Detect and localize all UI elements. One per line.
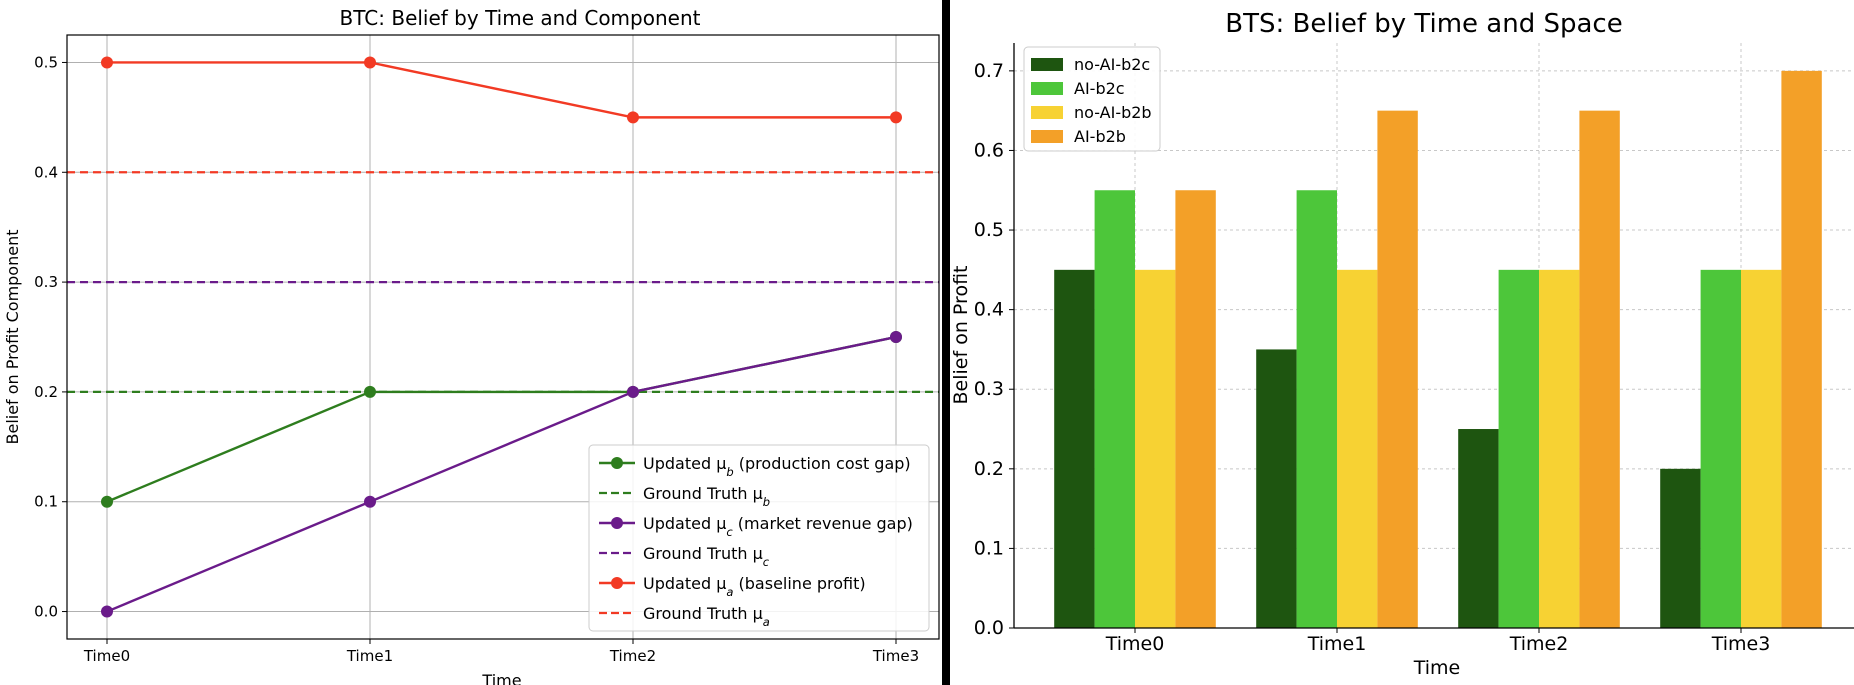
- right-y-ticks: 0.0 0.1 0.2 0.3 0.4 0.5 0.6 0.7: [974, 60, 1014, 639]
- bar: [1175, 190, 1216, 628]
- left-y-tick-label: 0.4: [34, 163, 58, 181]
- series-line: [106, 335, 897, 613]
- series-point: [364, 495, 376, 508]
- bar: [1135, 269, 1176, 628]
- left-series: [101, 56, 902, 618]
- bar: [1094, 190, 1135, 628]
- legend-swatch: [1031, 82, 1063, 95]
- legend-marker-swatch: [611, 577, 623, 589]
- legend-label: Ground Truth μa: [643, 604, 770, 629]
- legend-label: no-AI-b2c: [1074, 55, 1150, 74]
- legend-label: no-AI-b2b: [1074, 103, 1152, 122]
- series-point: [101, 605, 113, 618]
- left-x-tick-label: Time2: [609, 647, 656, 665]
- right-y-tick-label: 0.6: [974, 139, 1004, 161]
- bar: [1741, 269, 1782, 628]
- series-point: [890, 331, 902, 343]
- right-x-axis-label: Time: [1413, 657, 1461, 679]
- right-legend-box: [1023, 46, 1161, 152]
- right-y-tick-label: 0.3: [974, 378, 1004, 400]
- right-x-tick-label: Time0: [1105, 633, 1165, 655]
- left-y-tick-label: 0.1: [34, 493, 58, 511]
- bar: [1337, 269, 1378, 628]
- series-line: [107, 61, 896, 119]
- legend-label: Updated μc (market revenue gap): [643, 514, 913, 539]
- bar: [1498, 269, 1539, 628]
- right-chart-title: BTS: Belief by Time and Space: [1225, 9, 1622, 39]
- bar: [1054, 269, 1095, 628]
- left-y-tick-label: 0.2: [34, 383, 58, 401]
- right-legend: no-AI-b2c AI-b2c no-AI-b2b AI-b2b: [1023, 46, 1161, 152]
- left-y-tick-label: 0.5: [34, 53, 58, 71]
- left-legend: Updated μb (production cost gap) Ground T…: [588, 444, 930, 632]
- series-point: [364, 385, 376, 398]
- left-x-tick-label: Time1: [346, 647, 393, 665]
- legend-label: Updated μa (baseline profit): [643, 574, 866, 599]
- series-point: [627, 111, 639, 124]
- legend-swatch: [1031, 106, 1063, 119]
- series-point: [890, 111, 902, 124]
- right-x-tick-label: Time3: [1711, 633, 1771, 655]
- bar: [1296, 190, 1337, 628]
- series-point: [101, 495, 113, 508]
- series-point: [627, 385, 639, 398]
- right-y-axis-label: Belief on Profit: [950, 266, 972, 405]
- left-y-axis-label: Belief on Profit Component: [3, 230, 22, 445]
- left-x-tick-label: Time3: [872, 647, 919, 665]
- right-y-tick-label: 0.7: [974, 60, 1004, 82]
- line-chart: BTC: Belief by Time and Component 0.0 0.1…: [3, 6, 940, 685]
- legend-label: Ground Truth μc: [643, 544, 770, 569]
- right-y-tick-label: 0.4: [974, 299, 1004, 321]
- bar: [1458, 429, 1499, 628]
- legend-swatch: [1031, 58, 1063, 71]
- bar: [1700, 269, 1741, 628]
- legend-label: AI-b2c: [1074, 79, 1125, 98]
- legend-marker-swatch: [611, 517, 623, 529]
- right-x-ticks: Time0 Time1 Time2 Time3: [1105, 628, 1771, 655]
- series-point: [364, 56, 376, 69]
- bar: [1579, 110, 1620, 628]
- panel-divider: [942, 0, 950, 685]
- right-bars: [1054, 70, 1822, 629]
- bar-chart: BTS: Belief by Time and Space 0.00.10.20…: [950, 9, 1854, 679]
- right-y-tick-label: 0.1: [974, 537, 1004, 559]
- right-y-tick-label: 0.2: [974, 458, 1004, 480]
- left-x-tick-label: Time0: [83, 647, 130, 665]
- left-x-axis-label: Time: [481, 671, 521, 685]
- left-plot-frame: [66, 34, 940, 640]
- legend-label: Updated μb (production cost gap): [643, 454, 911, 479]
- left-chart-title: BTC: Belief by Time and Component: [340, 6, 701, 30]
- left-y-ticks: 0.0 0.1 0.2 0.3 0.4 0.5: [34, 53, 67, 621]
- series-point: [101, 56, 113, 69]
- right-y-tick-label: 0.5: [974, 219, 1004, 241]
- legend-label: Ground Truth μb: [643, 484, 770, 509]
- bar: [1660, 468, 1701, 628]
- legend-marker-swatch: [611, 457, 623, 469]
- right-x-tick-label: Time1: [1307, 633, 1367, 655]
- left-y-tick-label: 0.3: [34, 273, 58, 291]
- bar: [1377, 110, 1418, 628]
- left-y-tick-label: 0.0: [34, 603, 58, 621]
- left-legend-box: [588, 444, 930, 632]
- left-x-ticks: Time0 Time1 Time2 Time3: [83, 639, 919, 665]
- bar: [1539, 269, 1580, 628]
- bar: [1256, 349, 1297, 628]
- right-y-tick-label: 0.0: [974, 617, 1004, 639]
- legend-swatch: [1031, 130, 1063, 143]
- legend-label: AI-b2b: [1074, 127, 1126, 146]
- right-x-tick-label: Time2: [1509, 633, 1569, 655]
- bar: [1781, 70, 1822, 629]
